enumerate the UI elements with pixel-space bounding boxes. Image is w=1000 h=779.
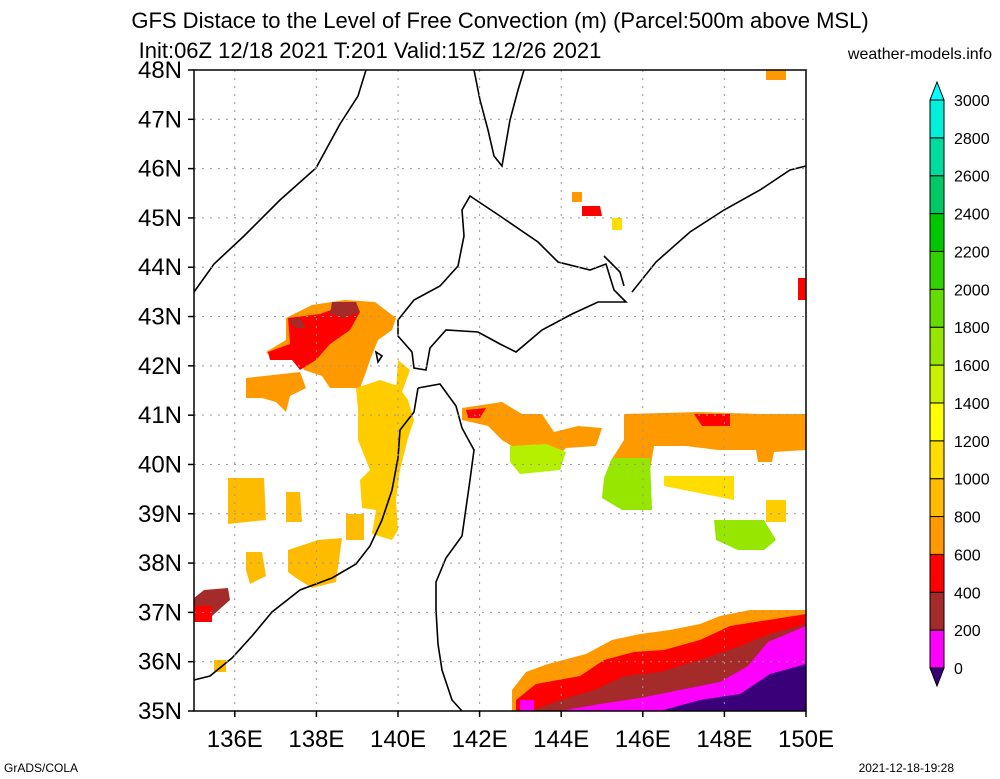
colorbar-label: 600 [954, 547, 981, 564]
colorbar-segment [929, 137, 945, 177]
lat-label: 40N [138, 451, 182, 478]
lat-label: 42N [138, 353, 182, 380]
colorbar-segment [929, 553, 945, 593]
lat-label: 36N [138, 649, 182, 676]
lat-label: 39N [138, 501, 182, 528]
colorbar-segment [929, 440, 945, 480]
lat-label: 37N [138, 599, 182, 626]
lon-label: 148E [696, 726, 752, 753]
colorbar-overflow [929, 80, 945, 101]
map-subtitle: Init:06Z 12/18 2021 T:201 Valid:15Z 12/2… [138, 38, 602, 63]
colorbar-segment [929, 591, 945, 631]
lon-label: 142E [452, 726, 508, 753]
colorbar-label: 2600 [954, 169, 990, 186]
lat-label: 46N [138, 156, 182, 183]
colorbar-label: 400 [954, 585, 981, 602]
lat-label: 47N [138, 106, 182, 133]
colorbar-segment [929, 326, 945, 366]
lat-label: 41N [138, 402, 182, 429]
colorbar-label: 0 [954, 661, 963, 678]
colorbar-underflow [929, 667, 945, 688]
lat-label: 35N [138, 698, 182, 725]
colorbar-segment [929, 288, 945, 328]
map-title: GFS Distace to the Level of Free Convect… [131, 8, 869, 33]
colorbar-segment [929, 99, 945, 139]
colorbar-segment [929, 175, 945, 215]
colorbar-segment [929, 629, 945, 669]
colorbar: 0 200 400 600 800 1000 1200 1400 1600 1800 2000 220… [929, 80, 990, 688]
lat-label: 43N [138, 304, 182, 331]
lfc-field [194, 70, 806, 711]
lat-label: 45N [138, 205, 182, 232]
colorbar-label: 800 [954, 510, 981, 527]
longitude-labels: 136E 138E 140E 142E 144E 146E 148E 150E [207, 711, 834, 753]
lon-label: 150E [778, 726, 834, 753]
colorbar-segment [929, 402, 945, 442]
colorbar-label: 1200 [954, 434, 990, 451]
colorbar-label: 1000 [954, 472, 990, 489]
colorbar-label: 2800 [954, 131, 990, 148]
lon-label: 146E [615, 726, 671, 753]
colorbar-label: 2200 [954, 244, 990, 261]
colorbar-segment [929, 364, 945, 404]
lon-label: 138E [288, 726, 344, 753]
colorbar-label: 1400 [954, 396, 990, 413]
lat-label: 38N [138, 550, 182, 577]
colorbar-label: 2400 [954, 207, 990, 224]
map-frame [193, 69, 807, 712]
credit-left: GrADS/COLA [4, 761, 79, 775]
credit-timestamp: 2021-12-18-19:28 [858, 761, 954, 775]
lon-label: 140E [370, 726, 426, 753]
lon-label: 144E [533, 726, 589, 753]
colorbar-label: 2000 [954, 282, 990, 299]
colorbar-segment [929, 213, 945, 252]
site-name: weather-models.info [847, 46, 992, 63]
colorbar-label: 1600 [954, 358, 990, 375]
lon-label: 136E [207, 726, 263, 753]
colorbar-segment [929, 516, 945, 555]
colorbar-segment [929, 478, 945, 518]
coastline [193, 69, 807, 712]
lat-label: 48N [138, 57, 182, 84]
colorbar-label: 1800 [954, 320, 990, 337]
latitude-labels: 35N 36N 37N 38N 39N 40N 41N 42N 43N 44N 45N 46N 47N 4… [138, 57, 194, 725]
colorbar-label: 3000 [954, 93, 990, 110]
colorbar-segment [929, 250, 945, 290]
colorbar-label: 200 [954, 623, 981, 640]
lat-label: 44N [138, 254, 182, 281]
